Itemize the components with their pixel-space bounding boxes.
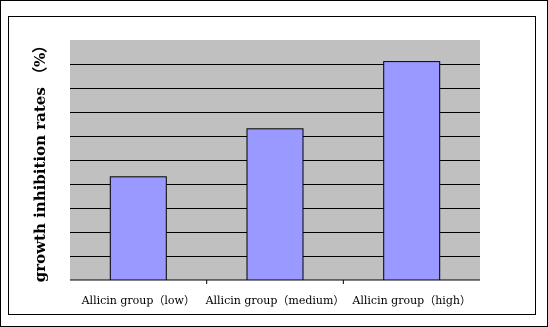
bar-2 <box>383 61 441 281</box>
x-tick-label-1: Allicin group（medium） <box>205 294 345 307</box>
x-ticks <box>206 280 344 284</box>
x-tick-labels: Allicin group（low） Allicin group（medium） A… <box>81 294 471 307</box>
x-tick-label-2: Allicin group（high） <box>351 294 471 307</box>
bars <box>109 61 441 281</box>
bar-0 <box>109 176 167 281</box>
y-axis-label: growth inhibition rates （%） <box>31 38 49 283</box>
bar-1 <box>246 128 304 281</box>
x-tick-label-0: Allicin group（low） <box>81 294 195 307</box>
